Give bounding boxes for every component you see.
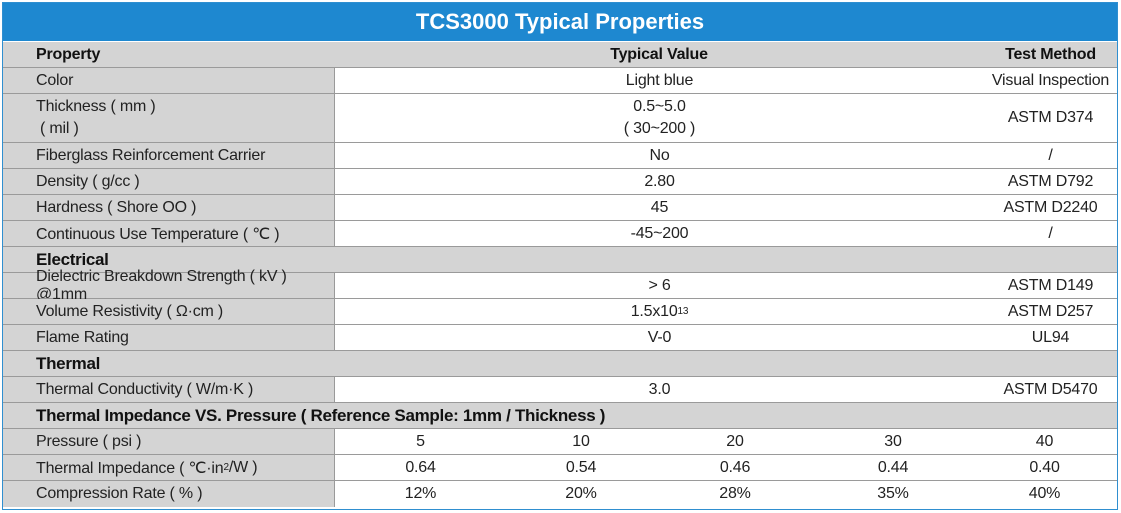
pressure-cell: 5 [334,429,506,454]
pressure-cell: 10 [572,432,590,450]
value-cell: 3.0 [334,377,984,402]
table-row: Thermal Impedance ( ℃·in 2/W ) 0.64 0.54 … [3,455,1117,481]
value-cell: -45~200 [334,221,984,246]
pressure-cell: 40 [1035,432,1054,450]
section-header-impedance: Thermal Impedance VS. Pressure ( Referen… [3,403,1117,429]
header-row: Property Typical Value Test Method [3,42,1117,68]
property-base: Thermal Impedance ( ℃·in [36,459,224,477]
property-cell: Dielectric Breakdown Strength ( kV ) @1m… [3,268,334,303]
property-cell: Thermal Conductivity ( W/m·K ) [3,377,334,402]
method-cell: ASTM D149 [1007,276,1094,294]
header-property: Property [36,45,101,63]
section-header-thermal: Thermal [3,351,1117,377]
table-row: Thickness ( mm ) ( mil ) 0.5~5.0 ( 30~20… [3,94,1117,143]
property-cell: Pressure ( psi ) [3,429,334,454]
impedance-cell: 0.44 [877,458,909,476]
value-cell: 45 [334,195,984,220]
property-line: ( mil ) [40,120,79,137]
table-row: Volume Resistivity ( Ω·cm ) 1.5x10 13 AST… [3,299,1117,325]
property-cell: Volume Resistivity ( Ω·cm ) [3,299,334,324]
compression-cell: 12% [334,481,506,507]
impedance-cell: 0.54 [565,458,597,476]
property-cell: Hardness ( Shore OO ) [3,195,334,220]
value-cell: > 6 [334,273,984,298]
table-row: Flame Rating V-0 UL94 [3,325,1117,351]
value-cell: 0.5~5.0 ( 30~200 ) [334,94,984,142]
compression-cell: 20% [565,485,597,502]
section-label: Electrical [36,249,109,269]
table-title: TCS3000 Typical Properties [3,3,1117,42]
pressure-cell: 30 [884,432,902,450]
table-row: Continuous Use Temperature ( ℃ ) -45~200… [3,221,1117,247]
compression-cell: 40% [1028,485,1061,502]
value-cell: 1.5x10 13 [334,299,984,324]
method-cell: / [1048,146,1053,164]
method-cell: / [1048,224,1053,242]
property-cell: Thermal Impedance ( ℃·in 2/W ) [3,455,334,480]
header-test-method: Test Method [1005,45,1096,63]
value-cell: Light blue [334,68,984,93]
method-cell: ASTM D257 [1007,302,1094,320]
impedance-cell: 0.46 [719,458,751,476]
impedance-cell: 0.40 [1029,458,1060,476]
value-line: ( 30~200 ) [623,120,696,137]
header-typical-value: Typical Value [610,45,708,63]
property-cell: Thickness ( mm ) ( mil ) [3,94,334,142]
method-cell: ASTM D2240 [1003,198,1098,216]
table-row: Thermal Conductivity ( W/m·K ) 3.0 ASTM … [3,377,1117,403]
table-row: Dielectric Breakdown Strength ( kV ) @1m… [3,268,1117,303]
method-cell: ASTM D5470 [1003,380,1098,398]
compression-cell: 28% [719,485,751,502]
section-label: Thermal Impedance VS. Pressure ( Referen… [36,405,606,425]
value-cell: No [334,143,984,168]
property-cell: Continuous Use Temperature ( ℃ ) [3,221,334,246]
property-tail: /W ) [228,458,258,476]
property-cell: Density ( g/cc ) [3,169,334,194]
method-cell: UL94 [1031,328,1070,346]
property-cell: Color [3,68,334,93]
property-cell: Fiberglass Reinforcement Carrier [3,143,334,168]
table-row: Compression Rate ( % ) 12% 20% 28% 35% 4… [3,481,1117,507]
table-row: Fiberglass Reinforcement Carrier No / [3,143,1117,169]
table-row: Pressure ( psi ) 5 10 20 30 40 [3,429,1117,455]
method-cell: ASTM D374 [1007,109,1094,126]
pressure-cell: 20 [726,432,744,450]
property-line: Thickness ( mm ) [36,98,156,115]
value-base: 1.5x10 [630,302,678,320]
method-cell: Visual Inspection [991,71,1110,89]
table-row: Hardness ( Shore OO ) 45 ASTM D2240 [3,195,1117,221]
method-cell: ASTM D792 [1007,172,1094,190]
property-cell: Compression Rate ( % ) [3,481,334,507]
value-line: 0.5~5.0 [633,98,686,115]
value-cell: 2.80 [334,169,984,194]
section-header-electrical: Electrical [3,247,1117,273]
value-cell: V-0 [334,325,984,350]
table-row: Color Light blue Visual Inspection [3,68,1117,94]
section-label: Thermal [36,353,101,373]
property-cell: Flame Rating [3,325,334,350]
table-row: Density ( g/cc ) 2.80 ASTM D792 [3,169,1117,195]
compression-cell: 35% [877,485,909,502]
impedance-cell: 0.64 [334,455,506,480]
